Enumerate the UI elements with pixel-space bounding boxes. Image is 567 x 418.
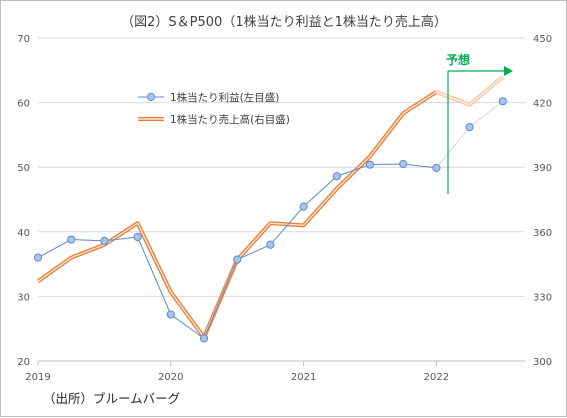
eps-point	[432, 163, 441, 172]
left-tick-label: 30	[17, 292, 30, 303]
left-tick-label: 50	[17, 163, 30, 174]
left-axis-ticks: 20 30 40 50 60 70	[17, 34, 30, 368]
eps-point	[365, 160, 375, 169]
right-tick-label: 420	[533, 99, 552, 110]
eps-point	[332, 172, 341, 181]
sales-line-outer	[36, 90, 438, 340]
eps-point	[399, 159, 408, 169]
sales-forecast-outer	[435, 75, 505, 107]
series-layer	[33, 75, 507, 343]
right-tick-label: 360	[533, 228, 552, 239]
x-tick-label: 2019	[25, 372, 50, 383]
eps-point	[133, 232, 142, 242]
eps-point	[266, 240, 275, 249]
eps-line	[37, 163, 437, 340]
eps-point	[33, 253, 43, 262]
legend-eps-marker	[146, 92, 156, 102]
eps-forecast-line	[436, 100, 504, 169]
eps-point	[100, 236, 109, 245]
right-tick-label: 300	[533, 357, 552, 368]
legend-eps-label: 1株当たり利益(左目盛)	[170, 91, 279, 104]
gridlines	[38, 37, 525, 362]
x-tick-label: 2022	[424, 372, 449, 383]
eps-point	[299, 202, 308, 211]
chart-title: （図2）S＆P500（1株当たり利益と1株当たり売上高）	[121, 14, 447, 30]
x-axis-ticks: 2019 2020 2021 2022	[25, 361, 449, 383]
eps-point	[67, 235, 76, 244]
x-tick-label: 2021	[291, 372, 316, 383]
eps-point	[233, 255, 242, 264]
forecast-annotation: 予想	[446, 52, 513, 194]
left-tick-label: 70	[17, 34, 30, 45]
right-tick-label: 390	[533, 163, 552, 174]
eps-point	[166, 310, 175, 319]
sales-forecast-inner	[436, 76, 504, 106]
x-tick-label: 2020	[158, 372, 183, 383]
legend-sales-label: 1株当たり売上高(右目盛)	[170, 113, 290, 126]
eps-point	[498, 97, 507, 106]
right-tick-label: 330	[533, 292, 552, 303]
eps-point	[465, 123, 474, 132]
sales-line-inner	[37, 91, 437, 339]
arrow-icon	[504, 66, 513, 76]
legend: 1株当たり利益(左目盛) 1株当たり売上高(右目盛)	[138, 91, 290, 126]
left-tick-label: 40	[17, 228, 30, 239]
left-tick-label: 60	[17, 99, 30, 110]
right-tick-label: 450	[533, 34, 552, 45]
eps-point	[199, 334, 209, 343]
left-tick-label: 20	[17, 357, 30, 368]
forecast-label: 予想	[446, 52, 470, 67]
source-note: （出所）ブルームバーグ	[43, 391, 180, 406]
right-axis-ticks: 300 330 360 390 420 450	[533, 34, 552, 368]
